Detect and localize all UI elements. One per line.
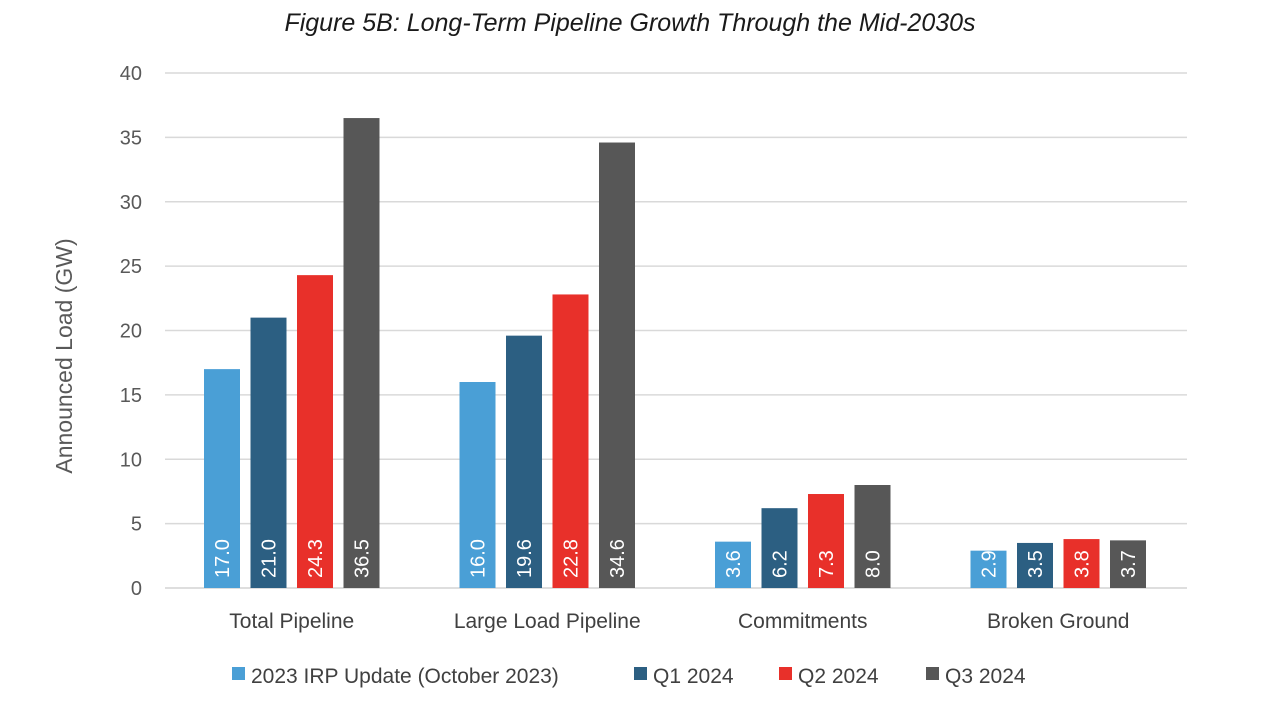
y-tick-label: 15: [120, 385, 142, 407]
bar: [459, 382, 496, 588]
bar: [1017, 542, 1053, 588]
bar: [761, 508, 798, 588]
y-tick-label: 30: [120, 192, 142, 214]
data-label: 3.5: [1025, 550, 1047, 578]
bar: [808, 494, 844, 588]
data-label: 36.5: [352, 539, 374, 578]
y-tick-label: 20: [120, 321, 142, 343]
legend-swatch: [779, 667, 792, 680]
y-tick-label: 10: [120, 449, 142, 471]
bar: [297, 275, 333, 588]
data-label: 3.7: [1118, 550, 1140, 578]
data-label: 2.9: [979, 550, 1001, 578]
data-label: 3.8: [1072, 550, 1094, 578]
bar: [250, 317, 287, 588]
data-label: 24.3: [305, 539, 327, 578]
legend-label: Q2 2024: [798, 665, 879, 688]
data-label: 19.6: [514, 539, 536, 578]
legend-swatch: [926, 667, 939, 680]
x-category-label: Large Load Pipeline: [454, 610, 641, 633]
bar: [970, 550, 1007, 588]
bar: [204, 369, 240, 588]
y-tick-label: 40: [120, 63, 142, 85]
data-label: 17.0: [212, 539, 234, 578]
bar: [715, 541, 751, 588]
data-label: 7.3: [816, 550, 838, 578]
y-tick-label: 25: [120, 256, 142, 278]
data-label: 6.2: [770, 550, 792, 578]
data-label: 21.0: [259, 539, 281, 578]
legend-swatch: [232, 667, 245, 680]
bar: [343, 118, 380, 588]
y-tick-label: 0: [131, 578, 142, 600]
data-label: 16.0: [468, 539, 490, 578]
x-category-label: Broken Ground: [987, 610, 1129, 633]
bar: [854, 485, 891, 588]
data-label: 34.6: [607, 539, 629, 578]
bar: [552, 294, 589, 588]
legend-label: Q3 2024: [945, 665, 1026, 688]
data-label: 3.6: [723, 550, 745, 578]
chart-title: Figure 5B: Long-Term Pipeline Growth Thr…: [284, 9, 975, 37]
y-tick-label: 35: [120, 127, 142, 149]
data-label: 22.8: [561, 539, 583, 578]
bar: [506, 335, 542, 588]
bar: [599, 142, 635, 588]
bar: [1110, 540, 1146, 588]
legend-label: Q1 2024: [653, 665, 734, 688]
y-axis-label: Announced Load (GW): [51, 238, 77, 473]
legend-swatch: [634, 667, 647, 680]
x-category-label: Commitments: [738, 610, 868, 633]
bar: [1063, 539, 1100, 588]
legend-label: 2023 IRP Update (October 2023): [251, 665, 559, 688]
x-category-label: Total Pipeline: [229, 610, 354, 633]
y-tick-label: 5: [131, 514, 142, 536]
data-label: 8.0: [863, 550, 885, 578]
